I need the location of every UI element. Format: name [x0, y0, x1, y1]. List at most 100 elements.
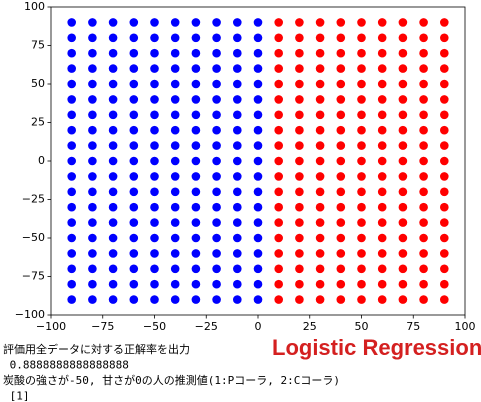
point: [377, 48, 387, 58]
point: [108, 48, 118, 58]
point: [150, 48, 159, 58]
point: [67, 95, 76, 104]
point: [212, 33, 221, 43]
point: [295, 125, 304, 135]
point: [88, 79, 97, 89]
y-tick-label: 50: [31, 77, 45, 90]
x-tick-label: 75: [406, 320, 420, 333]
point: [253, 79, 263, 89]
point: [419, 295, 428, 304]
point: [67, 295, 76, 304]
point: [253, 125, 263, 135]
point: [129, 79, 139, 89]
point: [357, 279, 366, 289]
point: [233, 279, 242, 289]
point: [129, 18, 139, 27]
point: [419, 95, 428, 104]
point: [233, 48, 242, 58]
point: [315, 249, 325, 258]
point: [212, 264, 221, 274]
point: [295, 218, 304, 227]
point: [295, 249, 304, 258]
point: [419, 249, 428, 258]
point: [295, 95, 304, 104]
point: [440, 249, 449, 258]
point: [233, 172, 242, 181]
point: [295, 202, 304, 212]
point: [88, 202, 97, 212]
point: [108, 279, 118, 289]
output-line: [1]: [3, 390, 30, 402]
point: [129, 64, 139, 73]
point: [398, 33, 408, 43]
point: [233, 218, 242, 227]
point: [274, 279, 284, 289]
point: [398, 18, 408, 27]
point: [129, 33, 139, 43]
y-tick-label: 25: [31, 116, 45, 129]
point: [108, 95, 118, 104]
point: [212, 249, 221, 258]
point: [129, 202, 139, 212]
output-line: 0.8888888888888888: [3, 359, 129, 372]
output-line: 評価用全データに対する正解率を出力: [3, 342, 190, 356]
point: [170, 279, 180, 289]
point: [336, 48, 346, 58]
point: [336, 295, 346, 304]
point: [129, 48, 139, 58]
point: [150, 295, 159, 304]
point: [108, 218, 118, 227]
point: [357, 110, 366, 120]
point: [419, 18, 428, 27]
point: [191, 218, 201, 227]
point: [440, 295, 449, 304]
point: [315, 125, 325, 135]
point: [150, 125, 159, 135]
point: [88, 233, 97, 243]
point: [336, 156, 346, 166]
point: [108, 156, 118, 166]
point: [274, 233, 284, 243]
point: [150, 64, 159, 73]
point: [357, 249, 366, 258]
point: [150, 141, 159, 150]
point: [253, 172, 263, 181]
point: [440, 141, 449, 150]
point: [295, 110, 304, 120]
point: [170, 249, 180, 258]
point: [419, 64, 428, 73]
point: [357, 125, 366, 135]
point: [295, 156, 304, 166]
point: [419, 110, 428, 120]
point: [253, 233, 263, 243]
point: [336, 79, 346, 89]
point: [315, 64, 325, 73]
point: [67, 187, 76, 197]
point: [295, 64, 304, 73]
point: [419, 79, 428, 89]
point: [357, 172, 366, 181]
point: [150, 156, 159, 166]
point: [419, 233, 428, 243]
x-tick-label: −100: [36, 320, 66, 333]
point: [419, 218, 428, 227]
point: [88, 218, 97, 227]
point: [398, 233, 408, 243]
point: [170, 33, 180, 43]
point: [440, 264, 449, 274]
point: [377, 218, 387, 227]
point: [191, 79, 201, 89]
point: [377, 202, 387, 212]
point: [315, 156, 325, 166]
point: [170, 141, 180, 150]
point: [67, 79, 76, 89]
point: [377, 125, 387, 135]
point: [398, 295, 408, 304]
point: [191, 110, 201, 120]
point: [88, 64, 97, 73]
point: [398, 125, 408, 135]
point: [274, 172, 284, 181]
point: [357, 233, 366, 243]
point: [357, 18, 366, 27]
